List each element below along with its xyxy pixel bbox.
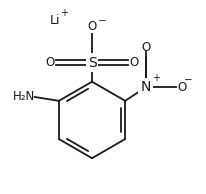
Text: S: S xyxy=(87,55,96,70)
Text: O: O xyxy=(129,56,138,69)
Text: O: O xyxy=(176,81,185,94)
Text: O: O xyxy=(140,41,150,54)
Text: H₂N: H₂N xyxy=(12,90,34,104)
Text: +: + xyxy=(151,73,159,83)
Text: N: N xyxy=(140,81,150,94)
Text: Li: Li xyxy=(50,14,60,27)
Text: −: − xyxy=(98,16,107,26)
Text: O: O xyxy=(45,56,54,69)
Text: +: + xyxy=(60,8,68,18)
Text: −: − xyxy=(183,75,192,85)
Text: O: O xyxy=(87,20,96,33)
